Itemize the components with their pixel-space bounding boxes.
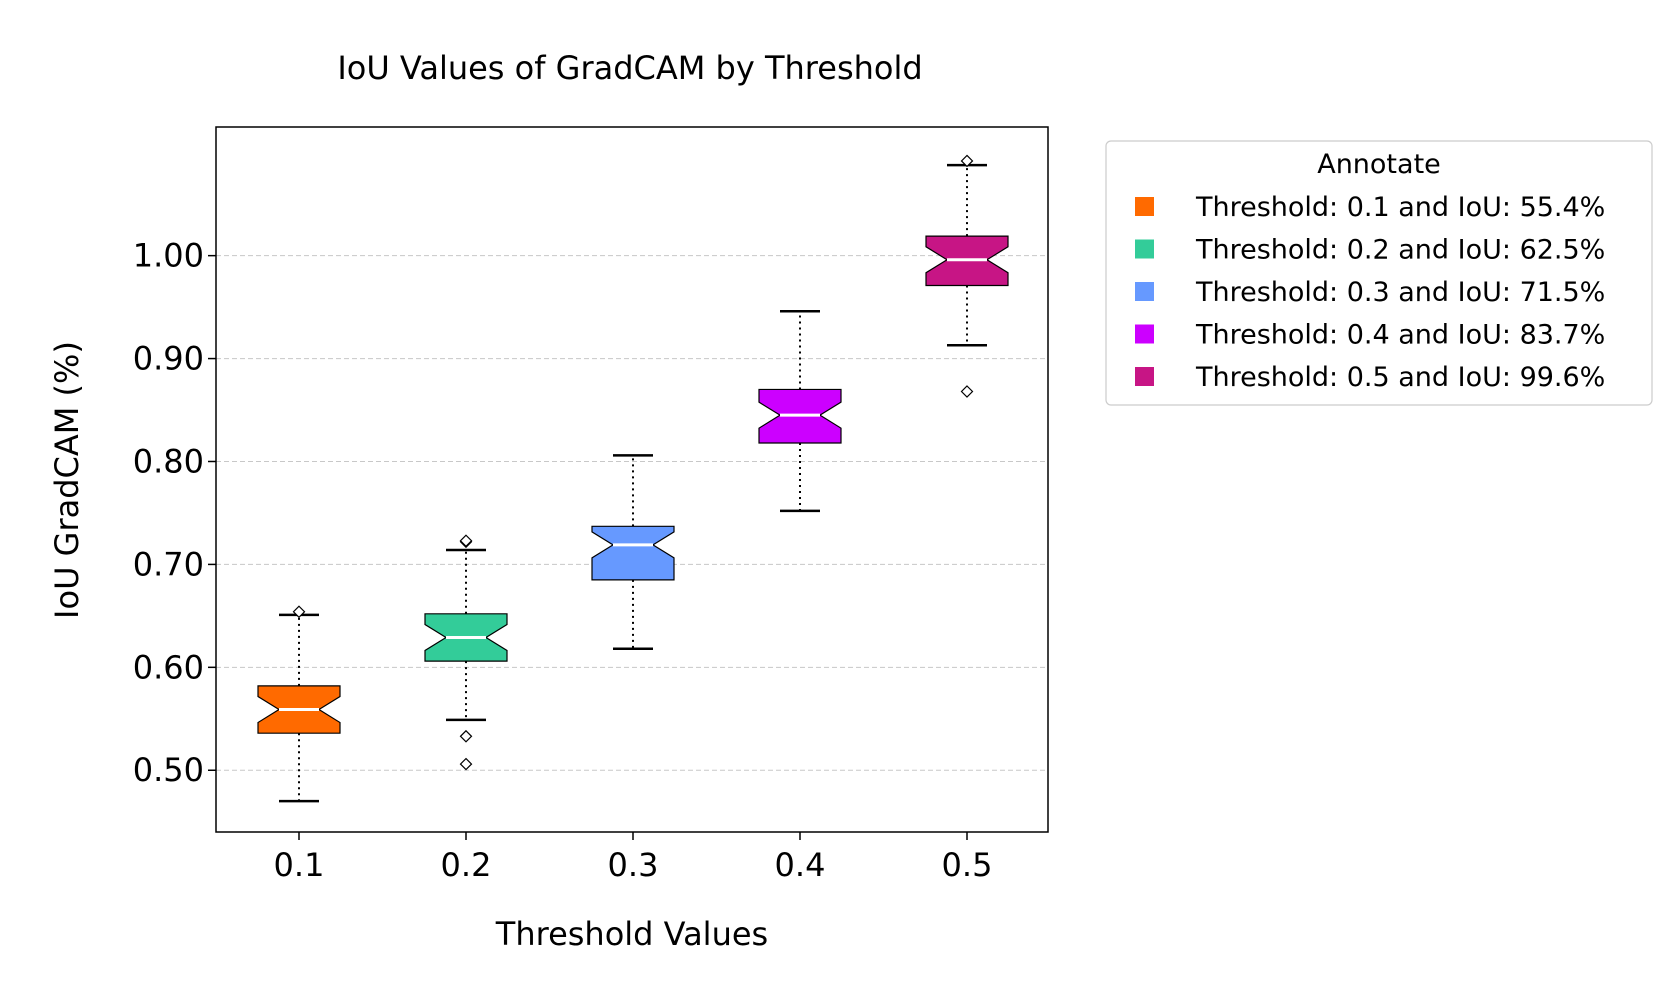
legend-label: Threshold: 0.2 and IoU: 62.5% [1195,235,1605,266]
legend: Annotate Threshold: 0.1 and IoU: 55.4%Th… [1105,140,1653,406]
y-axis: 0.50 0.60 0.70 0.80 0.90 1.00 [133,237,216,789]
box-0-5 [925,154,1009,398]
legend-item: Threshold: 0.2 and IoU: 62.5% [1135,235,1605,266]
x-tick-label: 0.2 [441,846,492,884]
box-body [591,525,675,581]
box-0-3 [591,454,675,651]
x-axis: 0.1 0.2 0.3 0.4 0.5 [274,832,993,884]
legend-item: Threshold: 0.4 and IoU: 83.7% [1135,320,1605,351]
legend-item: Threshold: 0.1 and IoU: 55.4% [1135,192,1605,223]
y-tick-label: 0.80 [133,442,204,480]
legend-label: Threshold: 0.1 and IoU: 55.4% [1195,192,1605,223]
legend-swatch [1135,282,1154,301]
x-tick-label: 0.3 [608,846,659,884]
legend-title: Annotate [1317,149,1441,180]
outlier-point [459,729,473,743]
y-tick-label: 0.60 [133,648,204,686]
legend-items: Threshold: 0.1 and IoU: 55.4% Threshold: … [1135,192,1605,393]
legend-item: Threshold: 0.5 and IoU: 99.6% [1135,362,1605,393]
legend-swatch [1135,324,1154,344]
legend-label: Threshold: 0.4 and IoU: 83.7% [1195,320,1605,351]
x-tick-label: 0.5 [942,846,993,884]
y-tick-label: 1.00 [133,237,204,275]
legend-swatch [1135,197,1154,216]
y-tick-label: 0.90 [133,340,204,378]
outlier-point [459,534,473,548]
box-0-4 [758,309,842,513]
outlier-point [960,154,974,168]
legend-label: Threshold: 0.3 and IoU: 71.5% [1195,277,1605,308]
outlier-point [960,385,974,398]
y-axis-label: IoU GradCAM (%) [48,341,86,619]
legend-frame [1105,140,1653,406]
x-tick-label: 0.1 [274,846,325,884]
plot-frame [215,126,1049,833]
legend-swatch [1135,367,1154,386]
legend-label: Threshold: 0.5 and IoU: 99.6% [1195,362,1605,393]
legend-item: Threshold: 0.3 and IoU: 71.5% [1135,277,1605,308]
box-0-2 [424,534,508,771]
x-axis-label: Threshold Values [495,915,768,953]
y-tick-label: 0.50 [133,751,204,789]
box-series [257,154,1009,803]
box-0-1 [257,605,341,803]
y-tick-label: 0.70 [133,545,204,583]
outlier-point [292,605,306,619]
legend-swatch [1135,239,1154,259]
x-tick-label: 0.4 [775,846,826,884]
chart-title: IoU Values of GradCAM by Threshold [337,49,922,87]
outlier-point [459,757,473,771]
